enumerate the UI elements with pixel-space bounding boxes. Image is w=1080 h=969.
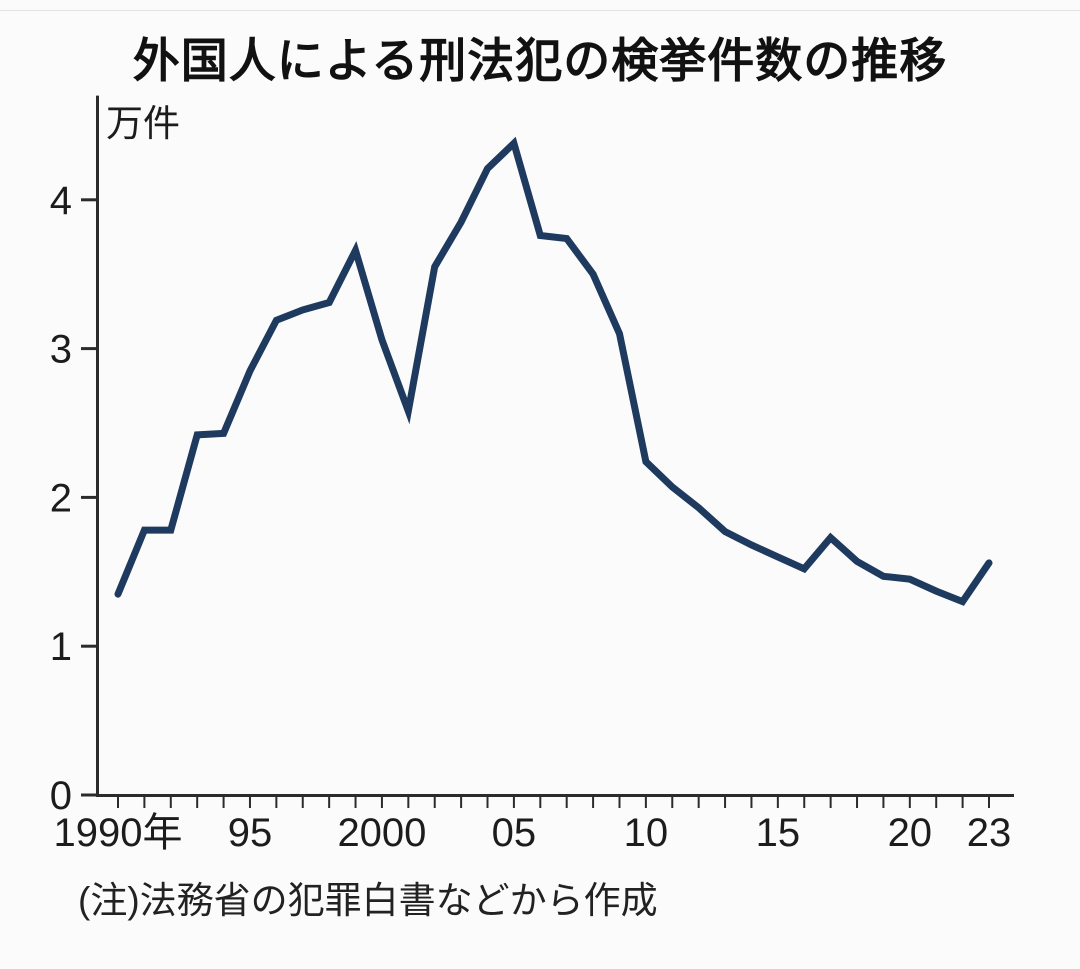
y-tick-label: 4 — [50, 179, 72, 223]
x-tick-label: 10 — [624, 811, 669, 855]
y-tick-label: 1 — [50, 625, 72, 669]
y-tick-label: 2 — [50, 476, 72, 520]
x-tick-label: 15 — [756, 811, 801, 855]
data-line — [114, 136, 993, 606]
y-tick-label: 0 — [50, 774, 72, 818]
x-tick-label: 95 — [228, 811, 273, 855]
chart-title: 外国人による刑法犯の検挙件数の推移 — [132, 34, 948, 87]
x-tick-label: 1990年 — [54, 811, 183, 855]
top-divider — [0, 10, 1080, 11]
source-note: (注)法務省の犯罪白書などから作成 — [78, 880, 658, 921]
x-tick-label: 23 — [967, 811, 1012, 855]
x-tick-label: 20 — [888, 811, 933, 855]
y-tick-label: 3 — [50, 328, 72, 372]
y-unit-label: 万件 — [106, 103, 180, 144]
x-tick-label: 2000 — [337, 811, 426, 855]
x-tick-label: 05 — [492, 811, 537, 855]
